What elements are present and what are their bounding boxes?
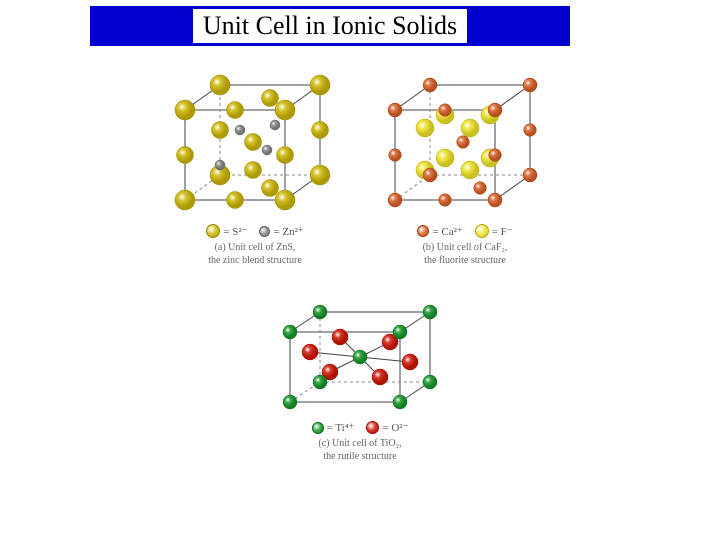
figures-area: = S²⁻ = Zn²⁺ (a) Unit cell of ZnS, the z…	[100, 70, 620, 463]
figure-a-caption: (a) Unit cell of ZnS, the zinc blend str…	[208, 241, 302, 267]
figure-a-caption-line1: (a) Unit cell of ZnS,	[208, 241, 302, 254]
figure-a-legend: = S²⁻ = Zn²⁺	[206, 224, 303, 238]
tio2-unit-cell-diagram	[265, 287, 455, 417]
legend-s2minus: = S²⁻	[206, 224, 247, 238]
legend-o2minus-label: = O²⁻	[382, 421, 408, 434]
bottom-row: = Ti⁴⁺ = O²⁻ (c) Unit cell of TiO₂, the …	[100, 287, 620, 463]
figure-b: = Ca²⁺ = F⁻ (b) Unit cell of CaF₂, the f…	[375, 70, 555, 267]
figure-a-caption-line2: the zinc blend structure	[208, 254, 302, 267]
legend-fminus-label: = F⁻	[492, 225, 513, 238]
legend-ca2plus-label: = Ca²⁺	[432, 225, 462, 238]
figure-b-caption-line1: (b) Unit cell of CaF₂,	[423, 241, 508, 254]
zns-unit-cell-diagram	[165, 70, 345, 220]
legend-o2minus: = O²⁻	[366, 421, 408, 434]
figure-c: = Ti⁴⁺ = O²⁻ (c) Unit cell of TiO₂, the …	[265, 287, 455, 463]
figure-c-caption: (c) Unit cell of TiO₂, the rutile struct…	[318, 437, 401, 463]
figure-b-caption: (b) Unit cell of CaF₂, the fluorite stru…	[423, 241, 508, 267]
legend-fminus: = F⁻	[475, 224, 513, 238]
legend-zn2plus-label: = Zn²⁺	[273, 225, 303, 238]
figure-c-legend: = Ti⁴⁺ = O²⁻	[312, 421, 409, 434]
page-title: Unit Cell in Ionic Solids	[193, 9, 467, 43]
legend-ti4plus-label: = Ti⁴⁺	[327, 421, 355, 434]
legend-ca2plus: = Ca²⁺	[417, 225, 462, 238]
figure-c-caption-line2: the rutile structure	[318, 450, 401, 463]
figure-a: = S²⁻ = Zn²⁺ (a) Unit cell of ZnS, the z…	[165, 70, 345, 267]
figure-b-legend: = Ca²⁺ = F⁻	[417, 224, 512, 238]
figure-c-caption-line1: (c) Unit cell of TiO₂,	[318, 437, 401, 450]
legend-zn2plus: = Zn²⁺	[259, 225, 303, 238]
caf2-unit-cell-diagram	[375, 70, 555, 220]
legend-ti4plus: = Ti⁴⁺	[312, 421, 355, 434]
legend-s2minus-label: = S²⁻	[223, 225, 247, 238]
title-bar: Unit Cell in Ionic Solids	[90, 6, 570, 46]
figure-b-caption-line2: the fluorite structure	[423, 254, 508, 267]
top-row: = S²⁻ = Zn²⁺ (a) Unit cell of ZnS, the z…	[100, 70, 620, 267]
